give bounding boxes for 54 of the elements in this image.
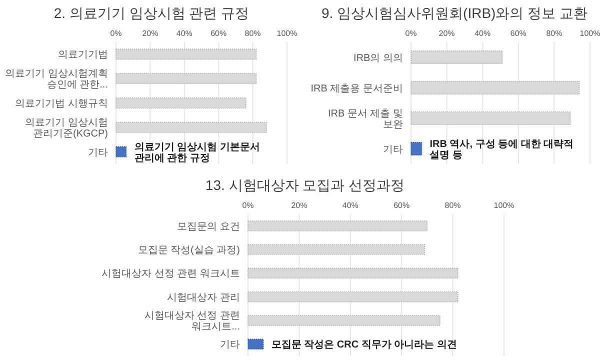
x-tick-label: 20% — [438, 29, 455, 38]
x-tick-label: 60% — [510, 29, 526, 38]
bar — [116, 146, 127, 158]
annotation: IRB 역사, 구성 등에 대한 대략적 설명 등 — [430, 138, 574, 161]
bar — [410, 111, 571, 126]
bar — [116, 97, 246, 109]
x-tick-label: 60% — [394, 201, 410, 210]
y-tick-label: 의료기기법 시행규칙 — [15, 98, 108, 110]
x-tick-label: 20% — [142, 29, 158, 38]
chart-title: 2. 의료기기 임상시험 관련 규정 — [54, 5, 250, 21]
y-tick-label: 시험대상자 관리 — [167, 292, 240, 304]
x-tick-label: 60% — [210, 29, 227, 38]
y-tick-label: 의료기기법 — [58, 50, 108, 61]
x-tick-label: 100% — [276, 29, 298, 38]
bar — [410, 142, 422, 156]
bar — [248, 291, 458, 302]
bar — [248, 315, 440, 326]
y-tick-label: 기타 — [88, 147, 108, 158]
bar — [248, 244, 426, 255]
x-tick-label: 80% — [444, 201, 461, 210]
x-tick-label: 100% — [580, 29, 600, 38]
bar — [116, 122, 267, 133]
y-tick-label: 의료기기 임상시험 관리기준(KGCP) — [25, 117, 108, 140]
chart-title: 9. 임상시험심사위원회(IRB)와의 정보 교환 — [321, 5, 588, 21]
bar — [116, 48, 257, 60]
y-tick-label: IRB 제출용 문서준비 — [310, 83, 403, 94]
chart-title: 13. 시험대상자 모집과 선정과정 — [205, 177, 405, 193]
x-tick-label: 0% — [242, 201, 254, 210]
bar — [410, 80, 580, 95]
x-tick-label: 100% — [494, 201, 514, 210]
x-tick-label: 40% — [176, 29, 192, 38]
bar — [410, 50, 503, 64]
x-tick-label: 0% — [110, 29, 122, 38]
y-tick-label: IRB 문서 제출 및 보완 — [328, 108, 403, 130]
y-tick-label: IRB의 의의 — [354, 52, 403, 64]
x-tick-label: 20% — [291, 201, 308, 210]
annotation: 모집문 작성은 CRC 직무가 아니라는 의견 — [271, 340, 457, 351]
bar — [248, 220, 428, 232]
y-tick-label: 시험대상자 선정 관련 워크시트 — [102, 268, 240, 280]
y-tick-label: 시험대상자 선정 관련 워크시트... — [144, 310, 240, 332]
y-tick-label: 기타 — [220, 340, 240, 351]
y-tick-label: 의료기기 임상시험계획 승인에 관한... — [5, 68, 108, 91]
y-tick-label: 기타 — [383, 144, 403, 156]
x-tick-label: 80% — [546, 29, 562, 38]
x-tick-label: 0% — [405, 29, 417, 38]
bar — [248, 268, 458, 279]
x-tick-label: 40% — [474, 29, 491, 38]
x-tick-label: 80% — [244, 29, 261, 38]
y-tick-label: 모집문의 요건 — [177, 221, 240, 232]
bar — [248, 338, 264, 350]
x-tick-label: 40% — [342, 201, 358, 210]
bar — [116, 73, 257, 84]
y-tick-label: 모집문 작성(실습 과정) — [138, 245, 240, 256]
annotation: 의료기기 임상시험 기본문서 관리에 관한 규정 — [134, 142, 260, 164]
